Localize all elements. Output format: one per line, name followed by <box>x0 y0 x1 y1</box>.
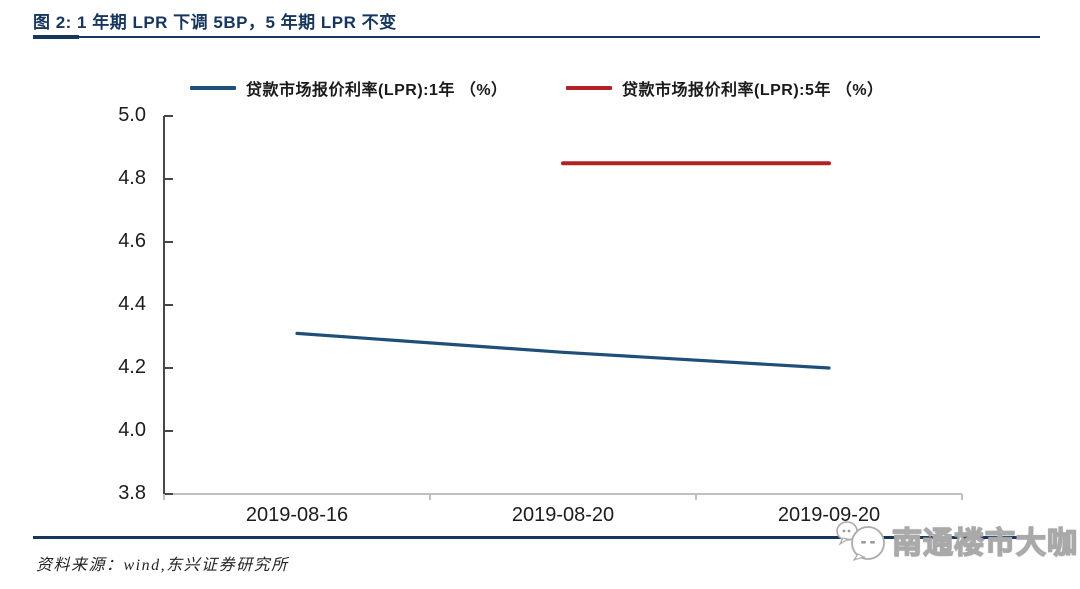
legend-swatch-1y-line <box>190 86 236 90</box>
x-tick-label: 2019-08-20 <box>511 504 615 526</box>
legend-label-5y: 贷款市场报价利率(LPR):5年 （%） <box>622 82 884 99</box>
figure-title: 图 2: 1 年期 LPR 下调 5BP，5 年期 LPR 不变 <box>33 13 397 32</box>
legend-swatch-5y-line <box>566 86 612 90</box>
footer-rule <box>33 536 1040 539</box>
source-note: 资料来源：wind,东兴证券研究所 <box>36 557 289 574</box>
series-line-0 <box>295 331 831 370</box>
title-underline-accent <box>33 35 79 39</box>
y-tick-label: 4.8 <box>118 167 146 189</box>
legend-label-1y: 贷款市场报价利率(LPR):1年 （%） <box>246 82 508 99</box>
y-tick-label: 4.2 <box>118 356 146 378</box>
title-underline <box>33 36 1040 38</box>
y-tick-label: 4.0 <box>118 419 146 441</box>
legend-item-lpr-1y: 贷款市场报价利率(LPR):1年 （%） <box>190 76 508 100</box>
y-tick-label: 4.4 <box>118 293 146 315</box>
watermark-text: 南通楼市大咖 <box>891 526 1078 560</box>
y-tick-label: 3.8 <box>118 482 146 504</box>
watermark: 南通楼市大咖 <box>834 516 1078 564</box>
panda-mascot-icon <box>836 521 885 562</box>
x-tick-label: 2019-08-16 <box>245 504 349 526</box>
y-tick-label: 5.0 <box>118 104 146 126</box>
legend-item-lpr-5y: 贷款市场报价利率(LPR):5年 （%） <box>566 76 884 100</box>
y-tick-label: 4.6 <box>118 230 146 252</box>
